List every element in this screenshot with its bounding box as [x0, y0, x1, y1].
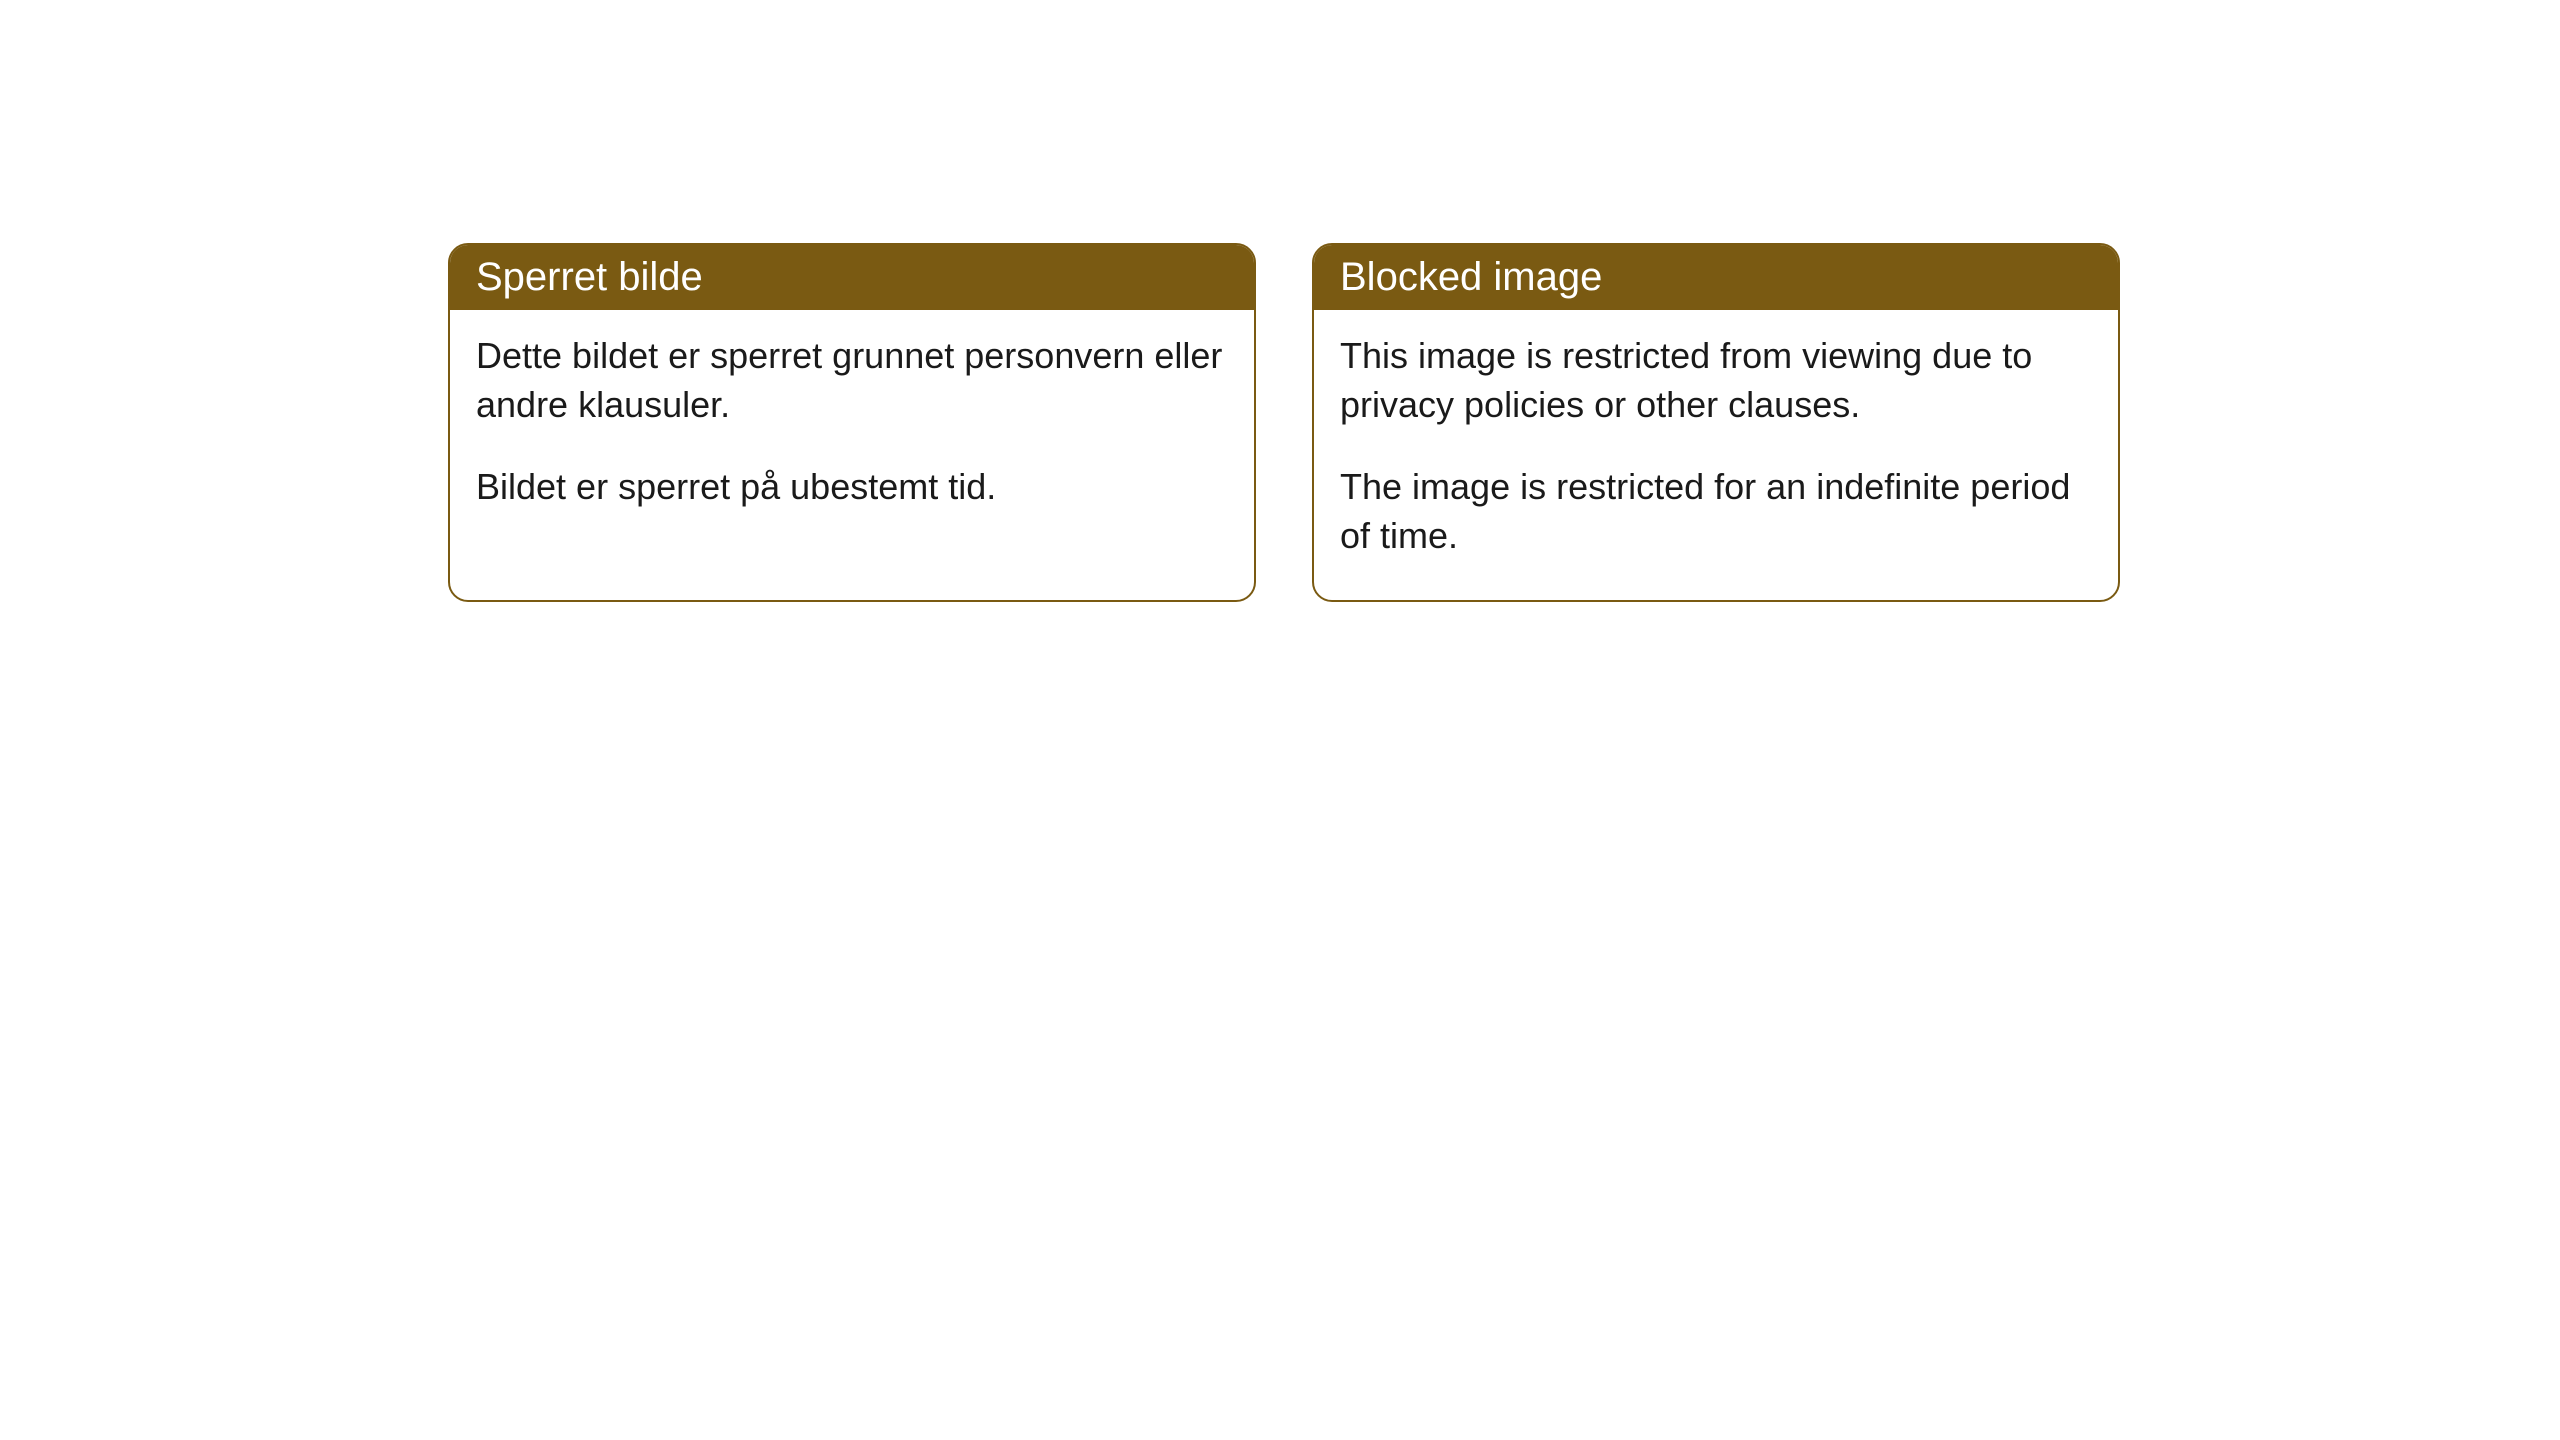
card-paragraph-2: The image is restricted for an indefinit… [1340, 463, 2092, 560]
card-paragraph-1: This image is restricted from viewing du… [1340, 332, 2092, 429]
card-title-english: Blocked image [1314, 245, 2118, 310]
card-paragraph-2: Bildet er sperret på ubestemt tid. [476, 463, 1228, 512]
notice-card-english: Blocked image This image is restricted f… [1312, 243, 2120, 602]
notice-card-norwegian: Sperret bilde Dette bildet er sperret gr… [448, 243, 1256, 602]
card-paragraph-1: Dette bildet er sperret grunnet personve… [476, 332, 1228, 429]
notice-container: Sperret bilde Dette bildet er sperret gr… [448, 243, 2120, 602]
card-title-norwegian: Sperret bilde [450, 245, 1254, 310]
card-body-norwegian: Dette bildet er sperret grunnet personve… [450, 310, 1254, 552]
card-body-english: This image is restricted from viewing du… [1314, 310, 2118, 600]
